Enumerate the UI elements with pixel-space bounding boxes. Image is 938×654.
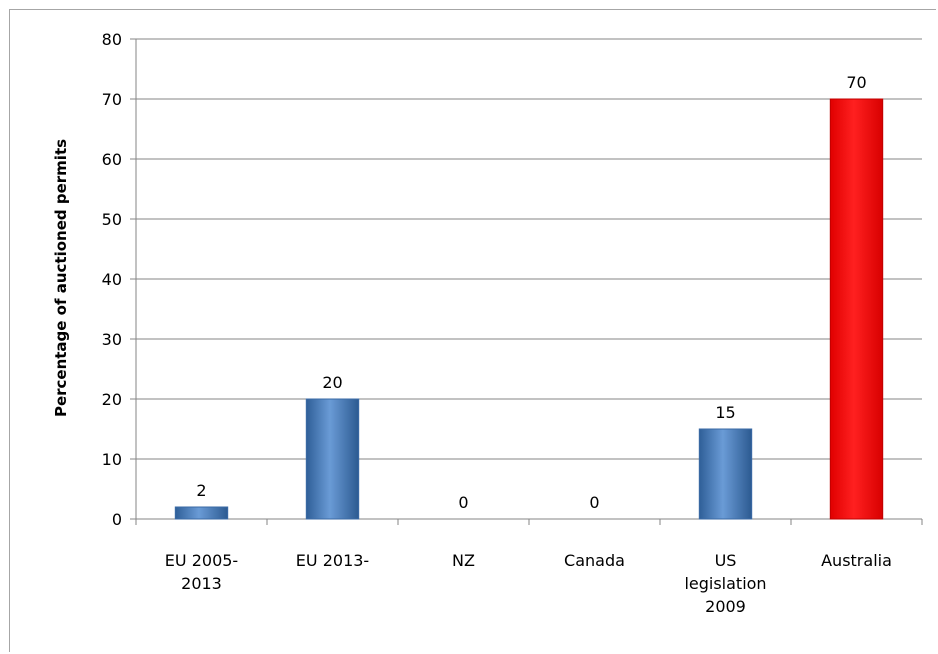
y-tick-label: 70: [102, 90, 122, 109]
data-label: 20: [322, 373, 342, 392]
category-label: EU 2013-: [296, 551, 369, 570]
bar: [174, 506, 229, 520]
gridlines: [136, 38, 922, 460]
y-axis-title: Percentage of auctioned permits: [52, 139, 70, 417]
data-label: 2: [196, 481, 206, 500]
y-tick-label: 40: [102, 270, 122, 289]
bar: [829, 98, 884, 520]
axes: [130, 38, 923, 525]
y-tick-label: 30: [102, 330, 122, 349]
category-label: EU 2005-2013: [165, 551, 238, 593]
chart-frame: [9, 9, 936, 652]
y-tick-label: 60: [102, 150, 122, 169]
y-tick-label: 10: [102, 450, 122, 469]
category-label: Canada: [564, 551, 625, 570]
y-tick-label: 80: [102, 30, 122, 49]
y-tick-label: 0: [112, 510, 122, 529]
labels: 0 10 20 30 40 50 60 70 80 2 EU 2005-2013 20 EU 2013-…: [102, 30, 892, 616]
data-label: 70: [846, 73, 866, 92]
bar: [305, 398, 360, 520]
category-label: US legislation 2009: [684, 551, 766, 616]
bar: [698, 428, 753, 520]
y-tick-label: 20: [102, 390, 122, 409]
category-label: NZ: [452, 551, 475, 570]
data-label: 0: [589, 493, 599, 512]
y-tick-label: 50: [102, 210, 122, 229]
data-label: 15: [715, 403, 735, 422]
category-label: Australia: [821, 551, 892, 570]
data-label: 0: [458, 493, 468, 512]
bars: [174, 98, 884, 520]
